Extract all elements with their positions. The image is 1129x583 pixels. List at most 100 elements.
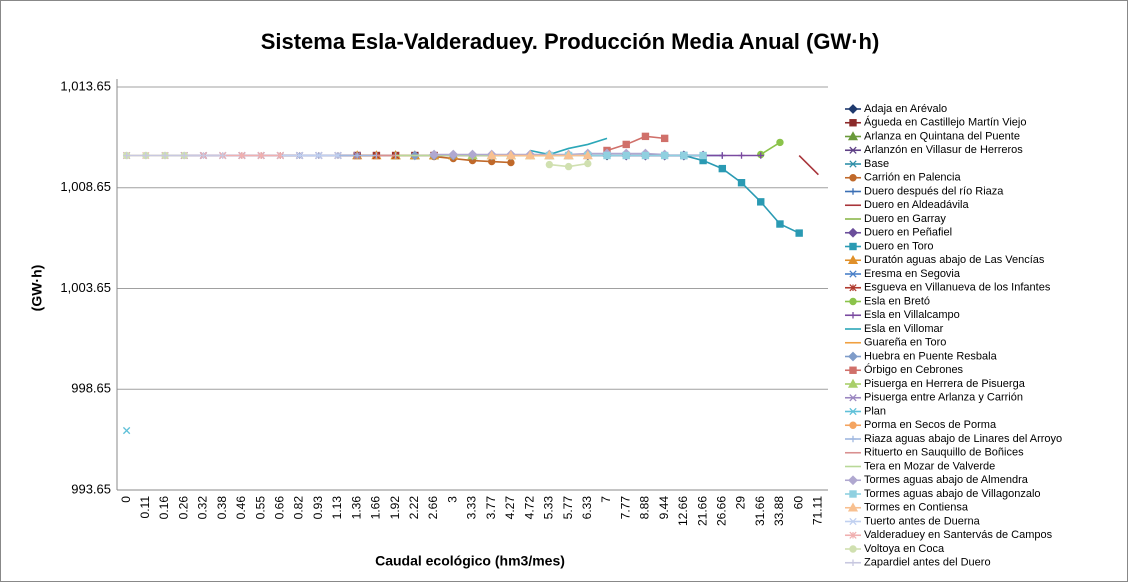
marker: [545, 160, 554, 169]
marker: [122, 426, 131, 435]
marker: [849, 119, 857, 127]
marker: [660, 134, 669, 143]
x-tick-label: 5.77: [561, 496, 575, 520]
series: [123, 152, 226, 159]
x-tick-label: 0.46: [234, 496, 248, 520]
marker: [719, 152, 726, 159]
marker: [200, 152, 207, 159]
series: [486, 150, 593, 160]
marker: [738, 152, 745, 159]
x-tick-label: 3: [445, 496, 459, 503]
x-tick-label: 71.11: [811, 496, 825, 525]
marker: [849, 284, 857, 292]
x-tick-label: 0: [119, 496, 133, 503]
series-line: [606, 135, 665, 152]
marker: [849, 517, 857, 526]
marker: [699, 151, 707, 160]
marker: [847, 502, 859, 512]
marker: [142, 152, 150, 159]
y-axis-label: (GW·h): [29, 265, 45, 312]
marker: [582, 150, 593, 160]
marker: [849, 366, 857, 374]
marker: [849, 188, 857, 195]
x-tick-label: 31.66: [753, 496, 767, 526]
marker: [849, 435, 857, 443]
legend-label: Pisuerga entre Arlanza y Carrión: [864, 392, 1023, 404]
marker: [849, 490, 857, 498]
y-tick-label: 1,008.65: [60, 179, 111, 194]
x-tick-label: 0.32: [196, 496, 210, 520]
marker: [849, 559, 857, 566]
x-tick-label: 7.77: [618, 496, 632, 520]
marker: [849, 146, 857, 154]
marker: [757, 198, 765, 206]
x-tick-label: 1.66: [369, 496, 383, 520]
x-tick-label: 21.66: [695, 496, 709, 526]
legend-label: Tuerto antes de Duerna: [864, 515, 981, 527]
marker: [847, 131, 859, 141]
x-tick-label: 4.72: [522, 496, 536, 520]
legend-label: Huebra en Puente Resbala: [864, 350, 998, 362]
marker: [467, 149, 478, 160]
marker: [161, 152, 169, 159]
marker: [776, 220, 784, 228]
legend-label: Duero en Garray: [864, 213, 946, 225]
series-line: [529, 137, 608, 156]
legend-label: Zapardiel antes del Duero: [864, 557, 991, 569]
marker: [849, 242, 857, 251]
y-tick-label: 993.65: [71, 481, 111, 496]
marker: [849, 545, 857, 553]
marker: [603, 151, 611, 160]
legend-label: Plan: [864, 405, 886, 417]
legend-label: Duero en Peñafiel: [864, 227, 952, 239]
x-tick-label: 33.88: [772, 496, 786, 526]
x-tick-label: 7: [599, 496, 613, 503]
marker: [849, 174, 857, 182]
marker: [660, 151, 669, 160]
x-tick-label: 0.26: [176, 496, 190, 520]
marker: [257, 151, 265, 160]
x-tick-label: 29: [734, 496, 748, 510]
marker: [848, 104, 858, 114]
legend-label: Águeda en Castillejo Martín Viejo: [864, 116, 1026, 129]
x-tick-label: 0.11: [138, 496, 152, 519]
x-tick-label: 0.16: [157, 496, 171, 520]
legend-label: Duratón aguas abajo de Las Vencías: [864, 254, 1045, 266]
series: [798, 154, 819, 176]
marker: [795, 229, 803, 237]
legend-label: Duero en Toro: [864, 240, 934, 252]
marker: [544, 150, 555, 160]
legend-label: Tera en Mozar de Valverde: [864, 460, 995, 472]
marker: [737, 179, 746, 187]
marker: [276, 151, 284, 160]
legend-label: Carrión en Palencia: [864, 172, 961, 184]
y-tick-label: 1,013.65: [60, 78, 111, 93]
legend-label: Adaja en Arévalo: [864, 103, 947, 115]
marker: [849, 297, 857, 306]
x-tick-label: 2.66: [426, 496, 440, 520]
marker: [849, 407, 857, 416]
marker: [849, 312, 857, 319]
marker: [848, 227, 858, 238]
marker: [123, 152, 130, 159]
legend-label: Esla en Bretó: [864, 295, 930, 307]
y-tick-label: 998.65: [71, 381, 111, 396]
x-tick-label: 0.93: [311, 496, 325, 520]
legend-label: Esla en Villomar: [864, 323, 944, 335]
marker: [847, 378, 859, 388]
x-tick-label: 4.27: [503, 496, 517, 520]
legend-label: Tormes en Contiensa: [864, 502, 969, 514]
x-tick-label: 3.33: [465, 496, 479, 520]
legend-label: Pisuerga en Herrera de Pisuerga: [864, 378, 1026, 390]
x-tick-label: 12.66: [676, 496, 690, 526]
legend-label: Tormes aguas abajo de Villagonzalo: [864, 488, 1041, 500]
y-tick-label: 1,003.65: [60, 280, 111, 295]
marker: [849, 270, 857, 278]
marker: [584, 159, 592, 168]
legend-label: Valderaduey en Santervás de Campos: [864, 529, 1053, 541]
marker: [295, 151, 304, 160]
marker: [622, 140, 630, 149]
marker: [564, 162, 573, 171]
